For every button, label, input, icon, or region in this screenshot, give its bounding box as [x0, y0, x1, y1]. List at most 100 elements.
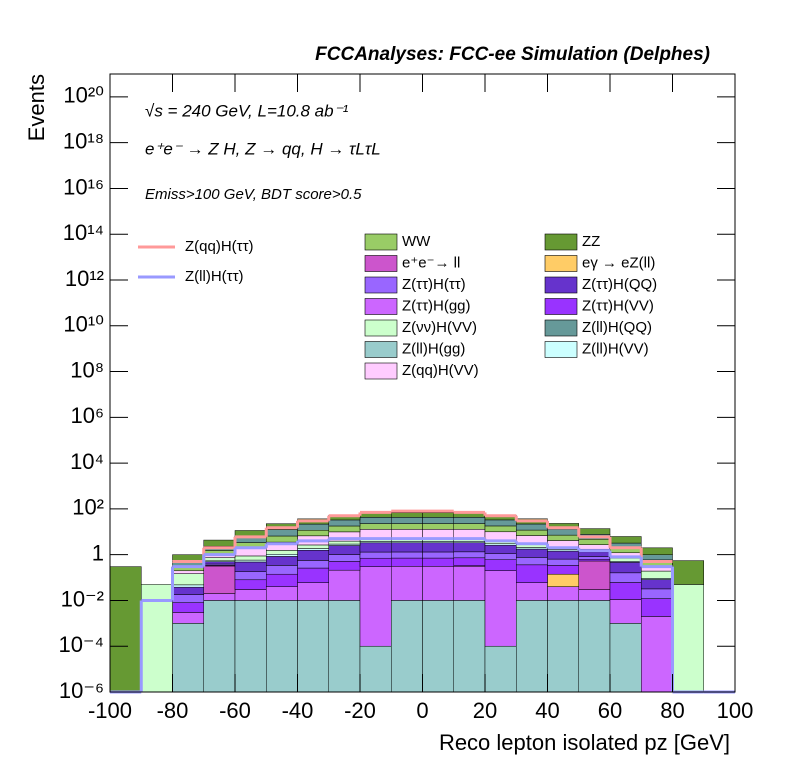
legend-swatch [364, 233, 398, 251]
x-tick-label: 20 [473, 698, 497, 723]
x-tick-label: -20 [344, 698, 376, 723]
histogram-bar [609, 562, 642, 574]
histogram-bar [641, 616, 673, 693]
x-tick-label: -40 [282, 698, 314, 723]
histogram-bar [266, 550, 298, 555]
y-tick-label: 10¹⁸ [63, 128, 104, 153]
y-tick-label: 10⁻⁶ [59, 678, 104, 703]
legend-label: Z(ττ)H(ττ) [402, 276, 466, 293]
x-axis-label: Reco lepton isolated pz [GeV] [439, 730, 730, 755]
legend-swatch [364, 362, 398, 380]
legend-swatch [544, 255, 578, 272]
histogram-bar [672, 560, 704, 585]
histogram-bar [297, 600, 329, 693]
histogram-bar [484, 570, 517, 647]
histogram-bar [359, 551, 392, 559]
histogram-bar [422, 557, 454, 567]
histogram-bar [297, 544, 329, 549]
legend-label: e⁺e⁻→ ll [402, 254, 460, 271]
histogram-bar [172, 594, 204, 603]
histogram-bar [359, 557, 392, 567]
histogram-bar [172, 570, 204, 574]
histogram-bar [516, 557, 548, 566]
y-tick-label: 10⁴ [70, 449, 104, 474]
y-tick-label: 10¹⁰ [63, 312, 104, 337]
histogram-bar [234, 589, 267, 601]
histogram-bar [172, 584, 204, 588]
histogram-bar [172, 586, 204, 595]
histogram-bar [391, 542, 423, 553]
histogram-bar [422, 551, 454, 559]
histogram-bar [203, 561, 236, 565]
histogram-bar [578, 551, 611, 557]
histogram-bar [328, 545, 361, 555]
legend-label: eγ → eZ(ll) [582, 254, 655, 271]
histogram-bar [297, 530, 329, 537]
legend-swatch [544, 319, 578, 337]
histogram-bar [672, 584, 704, 693]
legend-swatch [544, 341, 578, 358]
histogram-bar [234, 548, 267, 557]
histogram-bar [578, 528, 611, 535]
y-tick-label: 10⁻⁴ [58, 632, 104, 657]
x-tick-label: 60 [598, 698, 622, 723]
histogram-bar [328, 525, 361, 533]
y-tick-label: 10⁶ [70, 403, 104, 428]
histogram-bar [297, 548, 329, 551]
histogram-bar [234, 561, 267, 572]
histogram-bar [172, 602, 204, 613]
histogram-bar [641, 579, 673, 590]
histogram-bar [328, 561, 361, 571]
y-tick-label: 10²⁰ [63, 83, 104, 108]
histogram-bar [484, 519, 517, 527]
histogram-bar [297, 567, 329, 583]
annotation: √s = 240 GeV, L=10.8 ab⁻¹ [145, 101, 349, 120]
legend-label: Z(ll)H(gg) [402, 340, 465, 357]
histogram-bar [609, 557, 642, 562]
histogram-bar [641, 554, 673, 561]
legend-label: Z(qq)H(ττ) [185, 238, 254, 255]
legend-label: Z(ll)H(QQ) [582, 319, 652, 336]
legend-label: Z(qq)H(VV) [402, 362, 479, 379]
histogram-bar [266, 535, 298, 543]
histogram-bar [422, 542, 454, 553]
y-tick-label: 10⁸ [70, 357, 104, 382]
legend-label: Z(ττ)H(gg) [402, 297, 471, 314]
histogram-bar [297, 523, 329, 531]
x-tick-label: -60 [219, 698, 251, 723]
histogram-bar [328, 600, 361, 693]
legend-label: WW [402, 233, 431, 250]
histogram-bar [266, 529, 298, 537]
legend-label: Z(ll)H(VV) [582, 340, 649, 357]
histogram-bar [359, 517, 392, 524]
histogram-bar [172, 573, 204, 586]
histogram-bar [422, 512, 454, 518]
legend-label: Z(ττ)H(QQ) [582, 276, 657, 293]
histogram-bar [578, 589, 611, 601]
histogram-bar [391, 566, 423, 601]
histogram-bar [391, 551, 423, 559]
legend-swatch [364, 319, 398, 337]
histogram-bar [578, 544, 611, 550]
histogram-bar [578, 538, 611, 545]
y-tick-label: 10² [72, 495, 104, 520]
y-tick-label: 10¹² [65, 266, 104, 291]
histogram-bar [203, 593, 236, 601]
legend-label: Z(νν)H(VV) [402, 319, 477, 336]
histogram-bar [547, 550, 579, 560]
histogram-bar [547, 573, 579, 587]
histogram-bar [297, 582, 329, 601]
histogram-bar [359, 523, 392, 530]
histogram-bar [391, 523, 423, 530]
histogram-bar [609, 542, 642, 548]
histogram-bar [484, 645, 517, 693]
histogram-bar [547, 534, 579, 541]
y-tick-label: 10¹⁴ [63, 220, 104, 245]
histogram-bar [266, 565, 298, 575]
y-axis-label: Events [24, 74, 49, 141]
histogram-bar [422, 523, 454, 530]
histogram-bar [453, 523, 486, 530]
histogram-bar [453, 517, 486, 524]
histogram-bar [422, 517, 454, 524]
